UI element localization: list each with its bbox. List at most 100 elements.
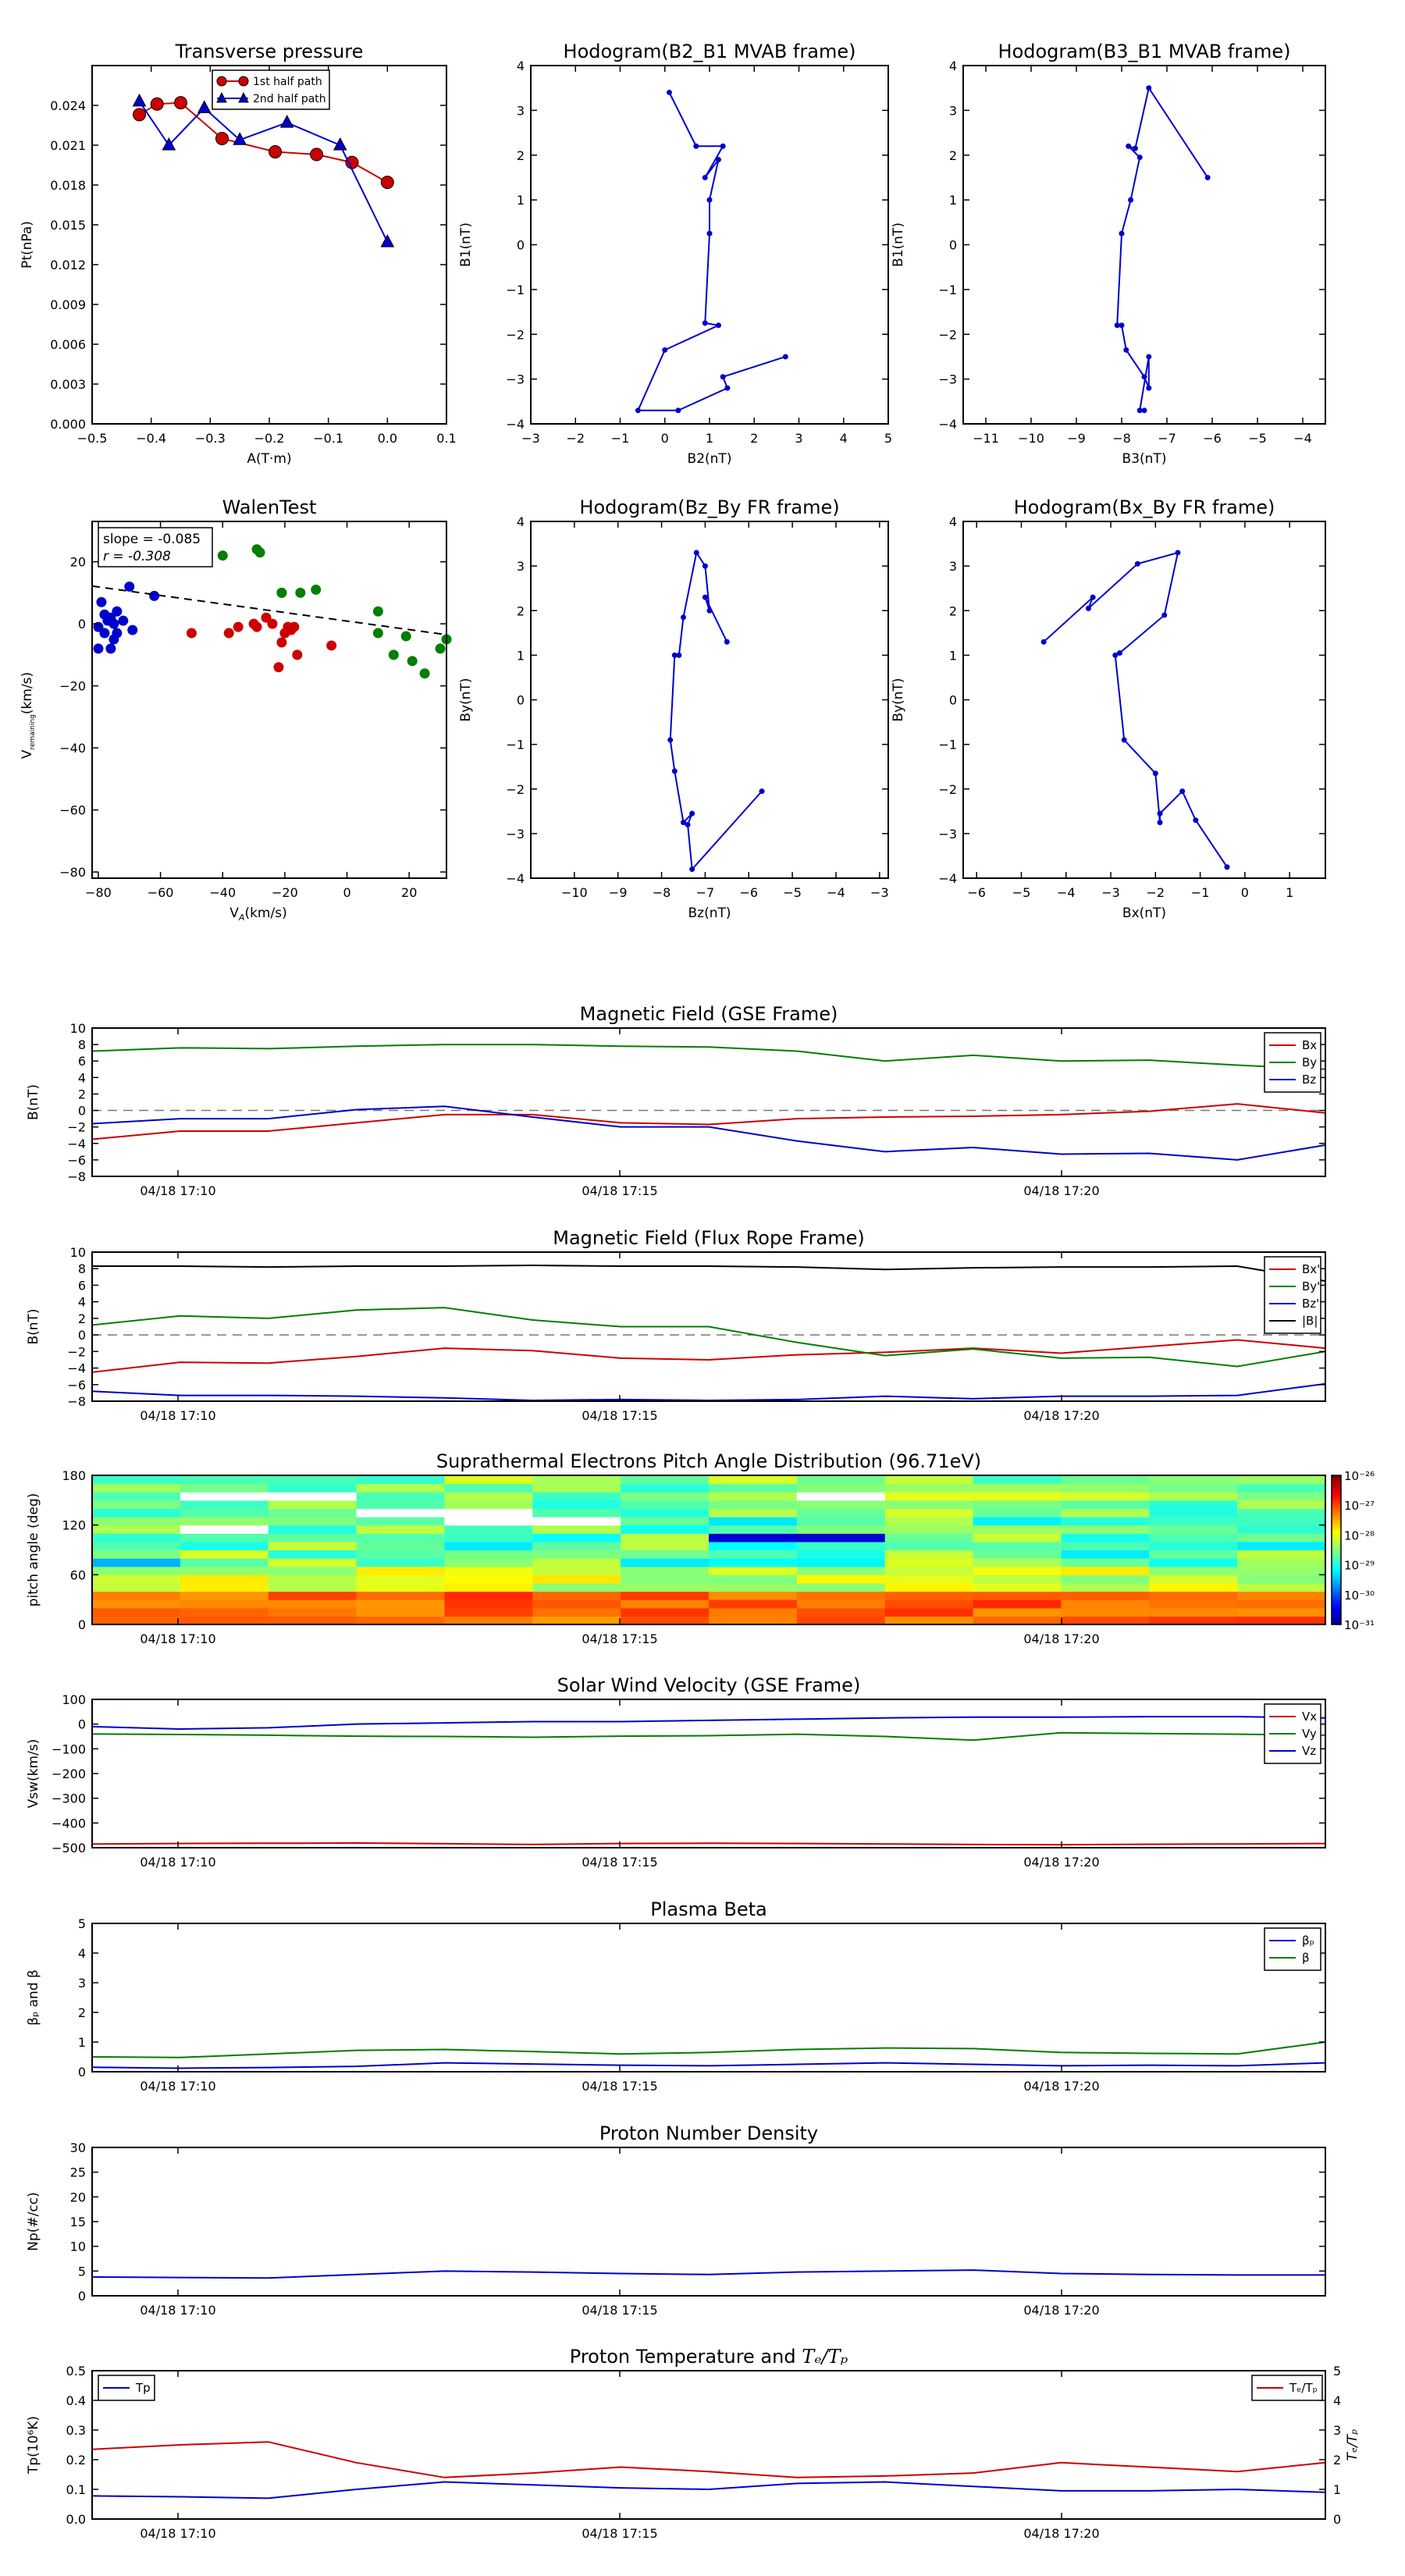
pad-ylabel: pitch angle (deg) (26, 1493, 41, 1607)
pad-colorbar-step (1332, 1552, 1341, 1556)
mag_fr-title: Magnetic Field (Flux Rope Frame) (553, 1227, 864, 1249)
pad-colorbar-step (1332, 1612, 1341, 1615)
pad-colorbar-step (1332, 1617, 1341, 1621)
walen-point (261, 612, 272, 623)
tp_temp-ytick-right-label: 4 (1333, 2393, 1341, 2408)
tp-xlabel: A(T·m) (247, 451, 291, 467)
h4-xtick-label: −6 (967, 885, 986, 900)
pad-cell (796, 1616, 886, 1625)
h1-ytick-label: −3 (506, 372, 525, 387)
tp-point (345, 155, 359, 169)
vsw-xtick-label: 04/18 17:10 (140, 1855, 215, 1870)
pad-cell (356, 1500, 446, 1510)
pad-cell (884, 1541, 974, 1551)
h2-xtick-label: −11 (973, 431, 999, 446)
pad-cell (92, 1591, 181, 1600)
h2-point (1141, 407, 1147, 414)
pad-colorbar-step (1332, 1560, 1341, 1564)
np-ylabel: Np(#/cc) (26, 2192, 41, 2250)
pad-colorbar-label: 10⁻²⁶ (1344, 1469, 1375, 1483)
pad-cell (1237, 1475, 1326, 1485)
pad-cell (356, 1517, 446, 1526)
pad-cell (356, 1558, 446, 1567)
h3-point (702, 594, 708, 600)
mag_fr-legend-label: |B| (1302, 1314, 1318, 1328)
pad-cell (621, 1607, 710, 1617)
beta-legend-box (1264, 1927, 1321, 1971)
h3-xtick-label: −7 (696, 885, 715, 900)
pad-cell (621, 1550, 710, 1559)
pad-colorbar-step (1332, 1567, 1341, 1571)
vsw-legend: Vx Vy Vz (1264, 1703, 1321, 1764)
beta-title: Plasma Beta (650, 1898, 767, 1920)
mag_fr-panel: −8−6 −4 −20 24 6 810 04/18 17:10 04/18 17:15 04/… (26, 1227, 1326, 1423)
walen-ytick-label: −40 (59, 741, 86, 756)
pad-cell (973, 1525, 1062, 1534)
pad-cell (356, 1591, 446, 1600)
h1-point (720, 374, 726, 380)
h1-point (720, 143, 726, 149)
h1-xtick-label: 2 (750, 431, 758, 446)
walen-ytick-label: 20 (70, 555, 86, 570)
pad-colorbar-step (1332, 1557, 1341, 1560)
pad-cell (444, 1574, 533, 1584)
pad-cell (180, 1582, 269, 1592)
pad-cell (973, 1591, 1062, 1600)
walen-point (311, 584, 322, 595)
mag_gse-panel: −8−6 −4 −20 2 46 810 04/18 17:10 04/18 17:15 04/… (26, 1003, 1326, 1198)
mag_gse-ytick-label: −2 (67, 1120, 86, 1135)
h2-xtick-label: −9 (1067, 431, 1086, 446)
vsw-ytick-label: 100 (62, 1692, 86, 1707)
pad-cell (1237, 1508, 1326, 1517)
tp_temp-ytick-right-label: 5 (1333, 2364, 1341, 2379)
h3-ytick-label: 2 (517, 603, 525, 618)
pad-cell (92, 1607, 181, 1617)
h4-ylabel: By(nT) (891, 678, 906, 721)
beta-ytick-label: 3 (78, 1976, 86, 1991)
vsw-title: Solar Wind Velocity (GSE Frame) (557, 1674, 861, 1696)
walen-point (96, 596, 107, 607)
tp_temp-left-legend: Tp (98, 2375, 155, 2401)
pad-cell (1149, 1483, 1238, 1493)
pad-cell (884, 1500, 974, 1510)
pad-cell (884, 1574, 974, 1584)
pad-cell (92, 1574, 181, 1584)
vsw-xtick-label: 04/18 17:20 (1023, 1855, 1099, 1870)
tp-point (197, 100, 212, 113)
pad-cell (444, 1483, 533, 1493)
pad-cell (796, 1558, 886, 1567)
walen-point (118, 615, 129, 626)
h4-point (1090, 594, 1096, 600)
pad-cell (356, 1616, 446, 1625)
h2-point (1119, 230, 1125, 237)
h1-series-line-0 (636, 91, 786, 411)
pad-cell (973, 1492, 1062, 1501)
pad-colorbar-step (1332, 1596, 1341, 1600)
pad-cell (268, 1483, 357, 1493)
walen-point (326, 640, 337, 651)
tp-xtick-label: 0.0 (378, 431, 397, 446)
h2-point (1146, 385, 1152, 391)
mag_gse-legend-label: Bz (1302, 1073, 1316, 1087)
pad-cell (796, 1582, 886, 1592)
pad-cell (973, 1550, 1062, 1559)
h2-ytick-label: −3 (938, 372, 957, 387)
walen-point (149, 590, 160, 601)
walen-point (99, 628, 110, 639)
h2-ytick-label: 3 (949, 103, 957, 118)
h2-xtick-label: −5 (1248, 431, 1267, 446)
h3-point (759, 788, 765, 795)
pad-cell (92, 1599, 181, 1609)
walen-point (112, 628, 123, 639)
h4-point (1224, 864, 1230, 870)
pad-cell (532, 1517, 621, 1526)
h3-xtick-label: −4 (827, 885, 845, 900)
pad-cell (621, 1492, 710, 1501)
pad-cell (709, 1616, 798, 1625)
pad-cell (1237, 1616, 1326, 1625)
pad-cell (1149, 1517, 1238, 1526)
pad-cell (180, 1483, 269, 1493)
h4-point (1116, 650, 1122, 656)
walen-frame (91, 521, 447, 879)
tp-point (215, 132, 229, 145)
